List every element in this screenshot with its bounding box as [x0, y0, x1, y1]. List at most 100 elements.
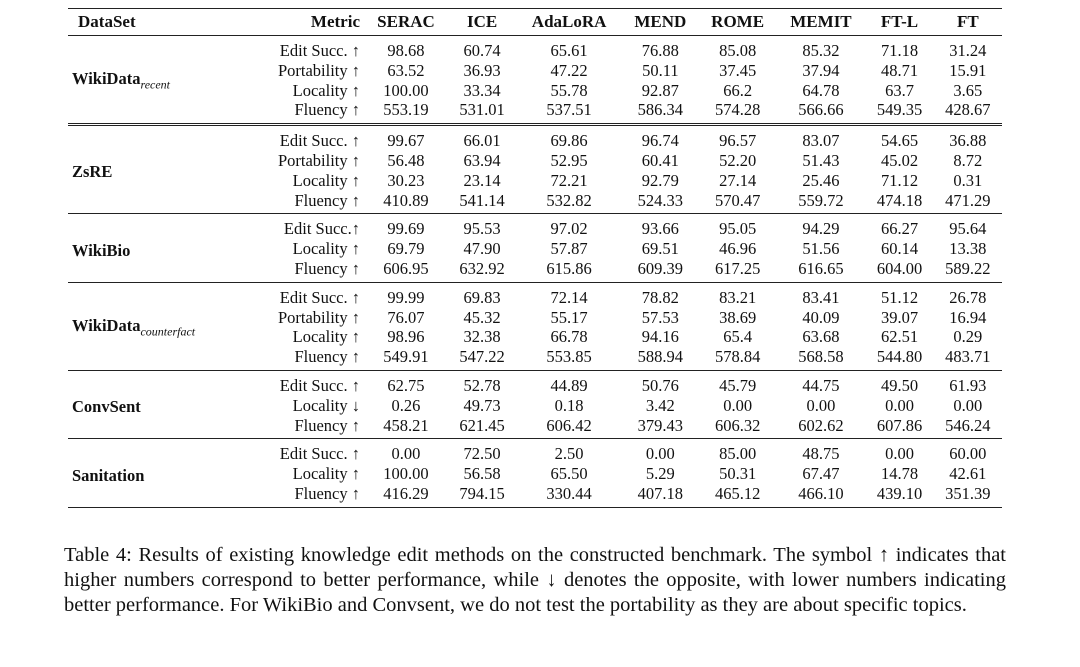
table-cell: 71.12	[880, 170, 919, 190]
table-cell: 0.31	[953, 170, 983, 190]
table-cell: 39.07	[880, 307, 919, 327]
table-cell: 98.68	[387, 41, 425, 60]
dataset-subscript: recent	[140, 77, 171, 92]
table-cell: 51.12	[880, 287, 919, 307]
table-cell: 50.76	[641, 375, 679, 395]
table-row: Fluency ↑ 553.19 531.01 537.51 586.34 574.28 5…	[68, 100, 1002, 124]
table-cell: 553.19	[383, 100, 429, 120]
table-cell: 66.78	[550, 327, 588, 347]
metric-label: Fluency ↑	[294, 258, 360, 278]
dataset-label: WikiBio	[72, 240, 131, 260]
dataset-name: Sanitation	[68, 439, 236, 507]
table-cell: 0.00	[885, 395, 914, 415]
table-cell: 96.57	[719, 131, 757, 151]
table-cell: 62.51	[880, 327, 919, 347]
dataset-group: ConvSent Edit Succ. ↑ 62.75 52.78 44.89 50.76…	[68, 370, 1002, 439]
metric-label: Portability ↑	[277, 60, 360, 80]
table-row: ConvSent Edit Succ. ↑ 62.75 52.78 44.89 50.76…	[68, 370, 1002, 416]
table-cell: 566.66	[798, 100, 844, 120]
table-cell: 46.96	[719, 239, 757, 259]
table-cell: 94.16	[641, 327, 679, 347]
table-cell: 63.52	[387, 60, 425, 80]
table-cell: 439.10	[876, 483, 923, 503]
table-cell: 60.14	[880, 239, 919, 259]
table-cell: 52.78	[463, 375, 501, 395]
table-cell: 531.01	[459, 100, 505, 120]
table-cell: 83.07	[802, 131, 840, 151]
table-cell: 546.24	[945, 415, 991, 435]
table-cell: 0.29	[953, 327, 983, 347]
table-cell: 30.23	[387, 170, 425, 190]
table-cell: 69.51	[641, 239, 679, 259]
table-cell: 606.32	[714, 415, 761, 435]
table-cell: 62.75	[387, 375, 425, 395]
table-cell: 26.78	[949, 287, 987, 307]
metric-label: Edit Succ. ↑	[279, 41, 360, 60]
table-cell: 537.51	[546, 100, 592, 120]
metric-label: Edit Succ. ↑	[279, 131, 360, 151]
table-cell: 3.42	[645, 395, 675, 415]
table-cell: 15.91	[949, 60, 987, 80]
table-cell: 78.82	[641, 287, 679, 307]
column-header: DataSet	[78, 12, 136, 32]
table-caption: Table 4: Results of existing knowledge e…	[64, 544, 1006, 616]
metric-label: Fluency ↑	[294, 415, 360, 435]
table-cell: 23.14	[463, 170, 501, 190]
table-cell: 47.22	[550, 60, 588, 80]
table-cell: 52.95	[550, 150, 588, 170]
table-cell: 44.75	[802, 375, 840, 395]
table-cell: 97.02	[550, 219, 588, 239]
dataset-name: WikiDatacounterfact	[68, 282, 236, 370]
table-cell: 76.07	[387, 307, 425, 327]
table-cell: 604.00	[876, 258, 923, 278]
metric-label: Edit Succ. ↑	[279, 444, 360, 464]
table-cell: 379.43	[637, 415, 683, 435]
table-row: Locality ↑ 100.00 56.58 65.50 5.29 50.31 67.47…	[68, 464, 1002, 484]
metric-label: Locality ↑	[292, 464, 360, 484]
table-cell: 416.29	[383, 483, 429, 503]
table-cell: 549.35	[876, 100, 923, 120]
table-cell: 50.31	[719, 464, 757, 484]
table-cell: 65.4	[723, 327, 753, 347]
dataset-label: WikiData	[72, 315, 141, 335]
dataset-group: WikiDatacounterfact Edit Succ. ↑ 99.99 69.8…	[68, 282, 1002, 371]
table-cell: 83.21	[719, 287, 757, 307]
table-cell: 466.10	[798, 483, 844, 503]
table-row: Locality ↑ 69.79 47.90 57.87 69.51 46.96 51.56…	[68, 239, 1002, 259]
table-cell: 578.84	[714, 347, 761, 367]
column-header: Metric	[310, 12, 360, 32]
table-cell: 50.11	[642, 60, 679, 80]
dataset-name: ZsRE	[68, 125, 236, 214]
table-cell: 615.86	[546, 258, 592, 278]
table-cell: 42.61	[949, 464, 987, 484]
table-cell: 544.80	[876, 347, 923, 367]
metric-label: Locality ↑	[292, 80, 360, 100]
table-cell: 66.2	[723, 80, 753, 100]
table-cell: 0.00	[806, 395, 836, 415]
table-cell: 57.53	[641, 307, 679, 327]
table-cell: 95.05	[719, 219, 757, 239]
metric-label: Portability ↑	[277, 307, 360, 327]
table-row: Fluency ↑ 606.95 632.92 615.86 609.39 617.25 6…	[68, 259, 1002, 282]
table-cell: 524.33	[637, 190, 683, 210]
table-cell: 56.48	[387, 150, 425, 170]
table-cell: 474.18	[876, 190, 923, 210]
dataset-label: ZsRE	[72, 162, 113, 182]
table-cell: 95.53	[463, 219, 501, 239]
dataset-name: WikiBio	[68, 214, 236, 282]
table-cell: 13.38	[949, 239, 987, 259]
table-cell: 69.79	[387, 239, 425, 259]
table-cell: 52.20	[719, 150, 757, 170]
table-row: Portability ↑ 63.52 36.93 47.22 50.11 37.45 37…	[68, 61, 1002, 81]
table-cell: 574.28	[714, 100, 761, 120]
table-cell: 69.83	[463, 287, 501, 307]
table-cell: 99.67	[387, 131, 425, 151]
table-cell: 5.29	[645, 464, 675, 484]
table-cell: 49.73	[463, 395, 501, 415]
table-cell: 51.56	[802, 239, 840, 259]
table-cell: 100.00	[383, 80, 429, 100]
metric-label: Fluency ↑	[294, 100, 360, 120]
dataset-subscript: counterfact	[140, 324, 196, 339]
table-cell: 67.47	[802, 464, 840, 484]
table-cell: 60.41	[641, 150, 679, 170]
